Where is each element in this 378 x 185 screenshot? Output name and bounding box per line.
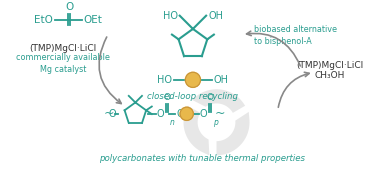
Text: closed-loop recycling: closed-loop recycling [147,92,239,101]
Text: OEt: OEt [84,15,102,25]
Text: HO: HO [157,75,172,85]
Text: (TMP)MgCl·LiCl: (TMP)MgCl·LiCl [29,44,96,53]
Text: ~: ~ [215,107,226,120]
Text: O: O [176,109,184,119]
Text: biobased alternative
to bisphenol-A: biobased alternative to bisphenol-A [254,25,337,46]
Text: p: p [213,118,218,127]
Circle shape [180,107,193,120]
Text: HO: HO [163,11,178,21]
Text: ~: ~ [103,107,114,120]
Polygon shape [217,112,249,155]
Text: O: O [156,109,164,119]
Text: CH₃OH: CH₃OH [314,71,345,80]
Polygon shape [183,106,209,155]
Text: (TMP)MgCl·LiCl: (TMP)MgCl·LiCl [296,61,363,70]
Text: O: O [200,109,208,119]
Text: O: O [163,93,170,102]
Text: OH: OH [214,75,229,85]
Text: O: O [108,109,116,119]
Polygon shape [191,89,245,113]
Text: polycarbonates with tunable thermal properties: polycarbonates with tunable thermal prop… [99,154,305,163]
Text: OH: OH [208,11,223,21]
Text: O: O [207,93,214,102]
Text: O: O [65,2,73,12]
Text: commercially available
Mg catalyst: commercially available Mg catalyst [16,53,110,74]
Circle shape [185,72,200,87]
Text: EtO: EtO [34,15,53,25]
Text: n: n [170,118,175,127]
